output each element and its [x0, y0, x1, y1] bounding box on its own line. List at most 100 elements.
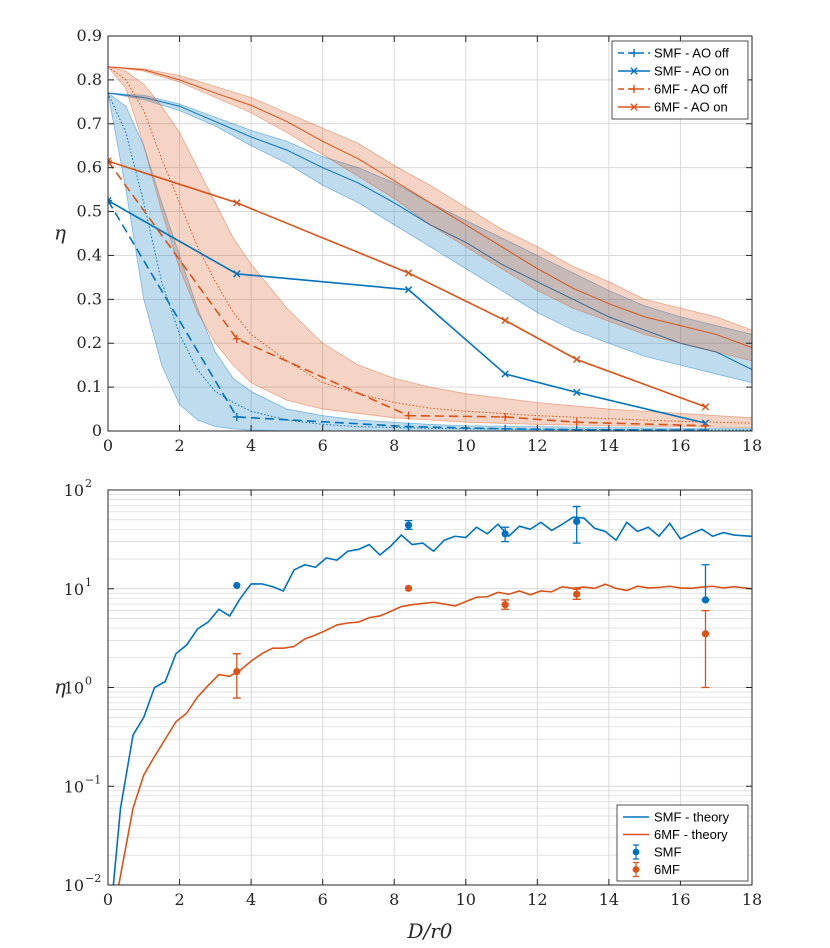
y-tick-label: 0.1 [77, 377, 102, 396]
data-point [233, 199, 241, 207]
y-tick-label: 0.9 [77, 26, 102, 45]
y-tick-label: 0.5 [77, 202, 102, 221]
data-point [701, 403, 710, 411]
measured-point [233, 667, 241, 676]
data-point [108, 157, 112, 165]
x-tick-label: 14 [599, 890, 619, 909]
data-point [572, 355, 581, 364]
x-tick-label: 2 [174, 890, 184, 909]
legend-label: 6MF - theory [654, 827, 728, 842]
y-tick-label: 0.8 [77, 70, 102, 89]
data-point [404, 285, 413, 294]
data-point [232, 412, 241, 421]
data-point [404, 269, 413, 277]
x-tick-label: 16 [670, 890, 690, 909]
y-tick-label: 10 [64, 580, 84, 599]
x-tick-label: 0 [103, 890, 113, 909]
y-tick-label: 10 [64, 679, 84, 698]
measured-point [501, 601, 509, 609]
x-axis-label: D/r0 [406, 919, 452, 943]
x-tick-label: 12 [527, 890, 547, 909]
x-tick-label: 18 [742, 890, 762, 909]
measured-point [701, 630, 710, 638]
simulation-band [108, 66, 752, 362]
simulation-band [108, 66, 752, 428]
data-point [108, 157, 112, 166]
theory-line [112, 516, 752, 885]
legend: SMF - AO off SMF - AO on 6MF - AO off 6MF -… [611, 40, 749, 120]
measured-point [501, 530, 509, 538]
simulation-band [108, 92, 752, 384]
simulation-band [108, 92, 752, 431]
x-tick-label: 0 [103, 436, 113, 455]
measured-point [573, 517, 581, 526]
x-tick-label: 10 [456, 436, 476, 455]
y-axis-label: η [54, 675, 66, 699]
x-tick-label: 2 [174, 436, 184, 455]
x-tick-label: 6 [318, 436, 328, 455]
x-tick-label: 8 [389, 436, 399, 455]
measured-point [404, 584, 413, 592]
legend-label: SMF [654, 845, 682, 860]
y-tick-exponent: 0 [85, 675, 92, 688]
data-point [233, 270, 241, 278]
x-tick-label: 12 [527, 436, 547, 455]
top-chart: 0 2 4 6 8 10 12 14 16 18 0 0.1 0.2 0.3 0.4 0.5 0.6 0.7 0.8… [54, 26, 762, 455]
legend-marker [632, 848, 640, 856]
data-point [572, 425, 581, 431]
y-tick-label: 0 [92, 421, 102, 440]
legend-label: SMF - theory [654, 810, 730, 825]
data-point [108, 196, 112, 205]
legend-label: SMF - AO off [654, 46, 729, 61]
y-tick-exponent: 2 [85, 477, 92, 490]
simulation-mean-line [108, 66, 752, 424]
error-bar [232, 653, 241, 699]
y-tick-label: 10 [64, 876, 84, 895]
legend: SMF - theory 6MF - theory SMF 6MF [616, 804, 749, 882]
measured-point [404, 521, 413, 529]
plot-data [112, 505, 752, 885]
legend-marker [630, 85, 638, 93]
axes-box [107, 35, 753, 432]
legend-label: 6MF - AO on [654, 100, 728, 115]
data-point [501, 412, 510, 421]
legend-marker [630, 67, 638, 75]
y-tick-exponent: −2 [85, 872, 101, 885]
y-tick-label: 0.3 [77, 289, 102, 308]
y-tick-exponent: 1 [85, 576, 92, 589]
x-tick-label: 18 [742, 436, 762, 455]
data-point [701, 421, 710, 430]
series-line [108, 199, 706, 424]
simulation-mean-line [108, 66, 752, 349]
x-tick-label: 4 [246, 890, 256, 909]
data-point [572, 418, 581, 427]
data-point [501, 424, 510, 431]
error-bar [701, 610, 710, 689]
x-tick-label: 14 [599, 436, 619, 455]
x-tick-label: 6 [318, 890, 328, 909]
y-tick-label: 10 [64, 777, 84, 796]
y-tick-label: 0.6 [77, 158, 102, 177]
data-point [404, 422, 413, 431]
legend-marker [630, 49, 638, 57]
y-axis-label: η [54, 221, 66, 245]
y-tick-exponent: −1 [85, 773, 101, 786]
y-tick-label: 0.4 [77, 245, 102, 264]
measured-point [233, 581, 241, 590]
x-tick-label: 10 [456, 890, 476, 909]
y-tick-label: 0.2 [77, 333, 102, 352]
series-line [108, 160, 706, 427]
x-tick-label: 4 [246, 436, 256, 455]
legend-label: 6MF [654, 862, 680, 877]
series-line [108, 160, 706, 408]
simulation-mean-line [108, 92, 752, 371]
legend-label: 6MF - AO off [654, 82, 728, 97]
measured-point [573, 590, 581, 598]
legend-marker [630, 103, 638, 111]
y-tick-label: 0.7 [77, 114, 102, 133]
data-point [501, 370, 509, 378]
x-tick-label: 16 [670, 436, 690, 455]
data-point [501, 316, 509, 325]
data-point [572, 388, 581, 397]
x-tick-label: 8 [389, 890, 399, 909]
